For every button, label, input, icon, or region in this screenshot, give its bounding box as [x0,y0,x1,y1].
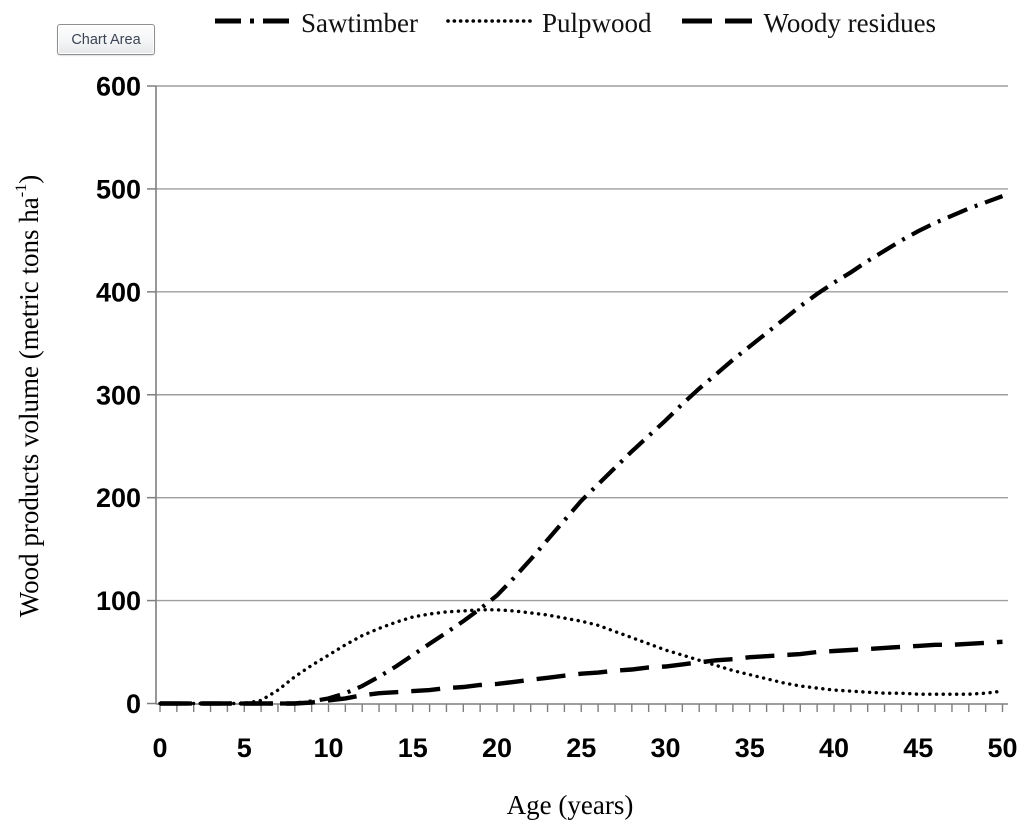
x-tick-label: 50 [987,733,1017,763]
series-line-sawtimber[interactable] [160,194,1004,706]
pulpwood-line-sample-icon [446,14,532,32]
legend-label: Pulpwood [541,8,652,38]
y-tick-label: 400 [96,277,141,307]
sawtimber-line-sample-icon [213,14,291,32]
legend-item-pulpwood[interactable]: Pulpwood [446,6,652,40]
x-tick-label: 40 [819,733,849,763]
x-axis-title: Age (years) [506,790,634,820]
y-axis-title-suffix: ) [14,174,44,184]
x-tick-label: 10 [313,733,343,763]
y-tick-label: 0 [126,689,141,719]
y-tick-label: 100 [96,586,141,616]
legend-item-woody-residues[interactable]: Woody residues [680,6,937,40]
y-tick-label: 600 [96,72,141,102]
series-line-pulpwood[interactable] [158,608,1005,706]
y-tick-label: 200 [96,483,141,513]
legend-label: Woody residues [763,8,937,38]
woody-residues-line-sample-icon [680,14,754,32]
legend-label: Sawtimber [301,8,418,38]
chart-area-tooltip[interactable]: Chart Area [57,24,155,55]
legend-item-sawtimber[interactable]: Sawtimber [213,6,418,40]
legend: Sawtimber Pulpwood Woody residues [213,4,936,42]
y-tick-label: 500 [96,174,141,204]
x-tick-label: 35 [735,733,765,763]
x-tick-label: 20 [482,733,512,763]
x-tick-label: 30 [650,733,680,763]
chart-area-tooltip-label: Chart Area [71,31,141,48]
y-axis-title: Wood products volume (metric tons ha-1) [11,151,46,641]
y-axis-title-superscript: -1 [11,183,30,198]
y-tick-label: 300 [96,380,141,410]
x-tick-label: 5 [237,733,252,763]
x-tick-label: 25 [566,733,596,763]
x-tick-label: 45 [903,733,933,763]
x-tick-label: 0 [152,733,167,763]
x-tick-label: 15 [398,733,428,763]
y-axis-title-text: Wood products volume (metric tons ha [14,197,44,618]
